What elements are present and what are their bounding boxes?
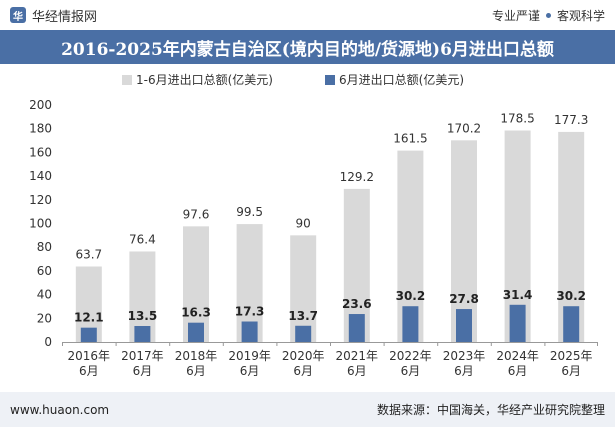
bar-series2-2 <box>188 322 204 342</box>
bar-series2-1 <box>134 326 151 342</box>
data-label-series1: 170.2 <box>447 121 481 135</box>
x-tick-label: 6月 <box>240 364 260 378</box>
x-tick-label: 6月 <box>347 364 367 378</box>
data-label-series1: 63.7 <box>75 248 102 262</box>
bar-1-6-7 <box>451 140 477 342</box>
y-tick-label: 200 <box>29 98 52 112</box>
data-label-series2: 12.1 <box>74 311 104 325</box>
bar-series2-6 <box>402 306 419 342</box>
y-tick-label: 120 <box>29 193 52 207</box>
bar-series2-0 <box>80 327 97 342</box>
x-tick-label: 6月 <box>401 364 421 378</box>
y-tick-label: 160 <box>29 145 52 159</box>
x-tick-label: 6月 <box>133 364 153 378</box>
x-tick-label: 2024年 <box>496 349 539 363</box>
x-tick-label: 6月 <box>561 364 581 378</box>
chart-title-bar: 2016-2025年内蒙古自治区(境内目的地/货源地)6月进出口总额 <box>0 30 615 64</box>
data-label-series1: 76.4 <box>129 232 156 246</box>
tagline-right: 客观科学 <box>556 8 605 23</box>
x-tick-label: 2016年 <box>68 349 111 363</box>
bar-series2-9 <box>563 306 580 342</box>
x-tick-label: 6月 <box>186 364 206 378</box>
data-label-series1: 129.2 <box>340 170 374 184</box>
bar-series2-5 <box>348 314 365 342</box>
bar-series2-3 <box>241 321 258 342</box>
y-tick-label: 180 <box>29 122 52 136</box>
x-tick-label: 2025年 <box>550 349 593 363</box>
x-tick-label: 2023年 <box>443 349 486 363</box>
data-label-series2: 30.2 <box>556 289 586 303</box>
y-tick-label: 40 <box>37 288 52 302</box>
data-label-series1: 97.6 <box>183 207 210 221</box>
data-label-series2: 31.4 <box>503 288 533 302</box>
chart-title: 2016-2025年内蒙古自治区(境内目的地/货源地)6月进出口总额 <box>61 39 554 60</box>
data-label-series2: 16.3 <box>181 306 211 320</box>
bar-1-6-4 <box>290 235 317 342</box>
top-bar: 华 华经情报网 专业严谨 客观科学 <box>0 0 615 30</box>
data-label-series1: 161.5 <box>393 132 427 146</box>
chart: 1-6月进出口总额(亿美元) 6月进出口总额(亿美元) 0 20 40 60 80 100 12… <box>29 72 598 378</box>
data-label-series2: 17.3 <box>235 304 265 318</box>
legend-label-2: 6月进出口总额(亿美元) <box>339 72 464 87</box>
y-tick-label: 60 <box>37 264 52 278</box>
data-label-series1: 178.5 <box>500 111 534 125</box>
data-label-series2: 27.8 <box>449 292 479 306</box>
x-tick-label: 2017年 <box>121 349 164 363</box>
data-label-series1: 177.3 <box>554 113 588 127</box>
y-tick-label: 100 <box>29 217 52 231</box>
data-label-series1: 90 <box>296 216 311 230</box>
site-logo[interactable]: 华 华经情报网 <box>10 6 97 25</box>
x-tick-label: 2020年 <box>282 349 325 363</box>
data-label-series2: 13.5 <box>128 309 158 323</box>
data-label-series1: 99.5 <box>236 205 263 219</box>
dot-icon <box>545 12 551 18</box>
x-tick-label: 6月 <box>79 364 99 378</box>
bar-series2-4 <box>295 325 312 342</box>
footer-source: 数据来源：中国海关，华经产业研究院整理 <box>376 403 605 417</box>
y-tick-label: 20 <box>37 311 52 325</box>
y-tick-label: 0 <box>44 335 52 349</box>
bar-series2-8 <box>509 304 526 342</box>
data-label-series2: 13.7 <box>288 309 318 323</box>
data-label-series2: 30.2 <box>396 289 426 303</box>
x-tick-label: 2018年 <box>175 349 218 363</box>
y-tick-label: 80 <box>37 240 52 254</box>
data-label-series2: 23.6 <box>342 297 372 311</box>
tagline-left: 专业严谨 <box>491 8 540 23</box>
legend-label-1: 1-6月进出口总额(亿美元) <box>136 72 273 87</box>
bar-series2-7 <box>456 309 472 342</box>
logo-icon: 华 <box>10 7 26 23</box>
legend-swatch-2 <box>325 75 335 85</box>
x-tick-label: 2022年 <box>389 349 432 363</box>
x-tick-label: 6月 <box>454 364 474 378</box>
x-tick-label: 6月 <box>508 364 528 378</box>
y-tick-label: 140 <box>29 169 52 183</box>
x-tick-label: 6月 <box>293 364 313 378</box>
x-tick-label: 2021年 <box>336 349 379 363</box>
tagline: 专业严谨 客观科学 <box>492 7 605 24</box>
legend-swatch-1 <box>122 75 132 85</box>
footer: www.huaon.com 数据来源：中国海关，华经产业研究院整理 <box>0 392 615 427</box>
x-tick-label: 2019年 <box>228 349 271 363</box>
footer-url[interactable]: www.huaon.com <box>10 402 110 417</box>
site-name: 华经情报网 <box>32 9 98 25</box>
